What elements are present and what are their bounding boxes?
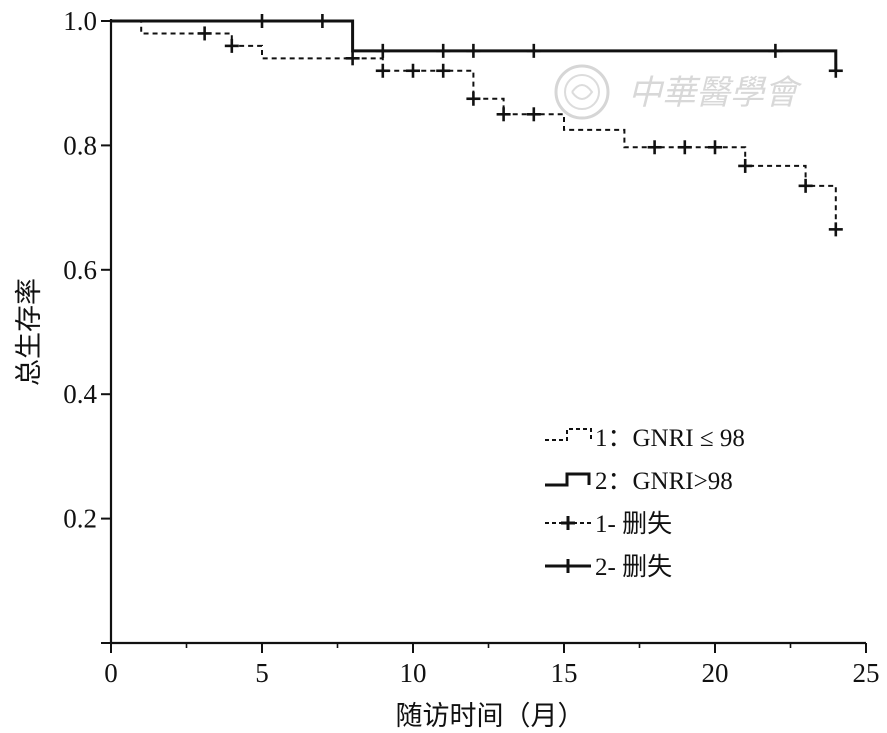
censor-mark-1 bbox=[798, 178, 813, 193]
censor-mark-1 bbox=[526, 107, 541, 122]
x-tick-label: 0 bbox=[104, 658, 118, 688]
censor-mark-1 bbox=[436, 63, 451, 78]
censor-mark-1 bbox=[466, 91, 481, 106]
censor-mark-1 bbox=[375, 63, 390, 78]
legend-swatch-1 bbox=[545, 428, 592, 441]
legend-label-3: 1- 删失 bbox=[595, 510, 672, 538]
legend-censor-mark-2 bbox=[561, 559, 575, 573]
y-tick-label: 0.2 bbox=[63, 504, 97, 534]
legend-label-4: 2- 删失 bbox=[595, 553, 672, 581]
censor-mark-1 bbox=[647, 140, 662, 155]
censor-mark-2 bbox=[375, 43, 390, 58]
axes: 0 5 10 15 20 25 0.2 0.4 0.6 0.8 1.0 bbox=[63, 6, 879, 688]
y-axis-title: 总生存率 bbox=[14, 278, 44, 386]
censor-mark-1 bbox=[496, 107, 511, 122]
watermark-seal-icon bbox=[554, 64, 610, 120]
y-tick-label: 0.6 bbox=[63, 255, 97, 285]
censor-mark-2 bbox=[526, 43, 541, 58]
legend: 1：GNRI ≤ 98 2：GNRI>98 1- 删失 2- 删失 bbox=[545, 425, 745, 581]
censor-mark-1 bbox=[197, 26, 212, 41]
legend-label-1: 1：GNRI ≤ 98 bbox=[595, 425, 745, 452]
y-tick-label: 0.4 bbox=[63, 379, 97, 409]
x-axis-title: 随访时间（月） bbox=[396, 701, 585, 731]
watermark: 中華醫學會 bbox=[554, 64, 803, 120]
series-line-2 bbox=[111, 19, 838, 71]
x-tick-label: 15 bbox=[551, 658, 578, 688]
legend-censor-mark-1 bbox=[561, 516, 575, 530]
censor-mark-2 bbox=[768, 43, 783, 58]
y-tick-label: 1.0 bbox=[63, 6, 97, 36]
censor-mark-2 bbox=[466, 43, 481, 58]
censor-mark-2 bbox=[345, 51, 360, 66]
censor-layer bbox=[197, 14, 843, 237]
censor-mark-1 bbox=[828, 222, 843, 237]
censor-mark-2 bbox=[436, 43, 451, 58]
x-tick-label: 5 bbox=[255, 658, 269, 688]
series-layer bbox=[111, 19, 838, 230]
legend-label-2: 2：GNRI>98 bbox=[595, 468, 733, 495]
censor-mark-1 bbox=[708, 140, 722, 155]
y-tick-label: 0.8 bbox=[63, 130, 97, 160]
censor-mark-2 bbox=[255, 14, 269, 28]
censor-mark-1 bbox=[738, 158, 753, 173]
legend-swatch-2 bbox=[545, 472, 591, 487]
censor-mark-1 bbox=[224, 38, 239, 53]
censor-mark-1 bbox=[677, 140, 692, 155]
x-tick-label: 20 bbox=[702, 658, 729, 688]
x-tick-label: 10 bbox=[400, 658, 427, 688]
watermark-text: 中華醫學會 bbox=[628, 75, 803, 112]
censor-mark-2 bbox=[828, 63, 843, 78]
censor-mark-1 bbox=[406, 63, 420, 78]
x-tick-label: 25 bbox=[853, 658, 880, 688]
censor-mark-2 bbox=[315, 14, 330, 28]
